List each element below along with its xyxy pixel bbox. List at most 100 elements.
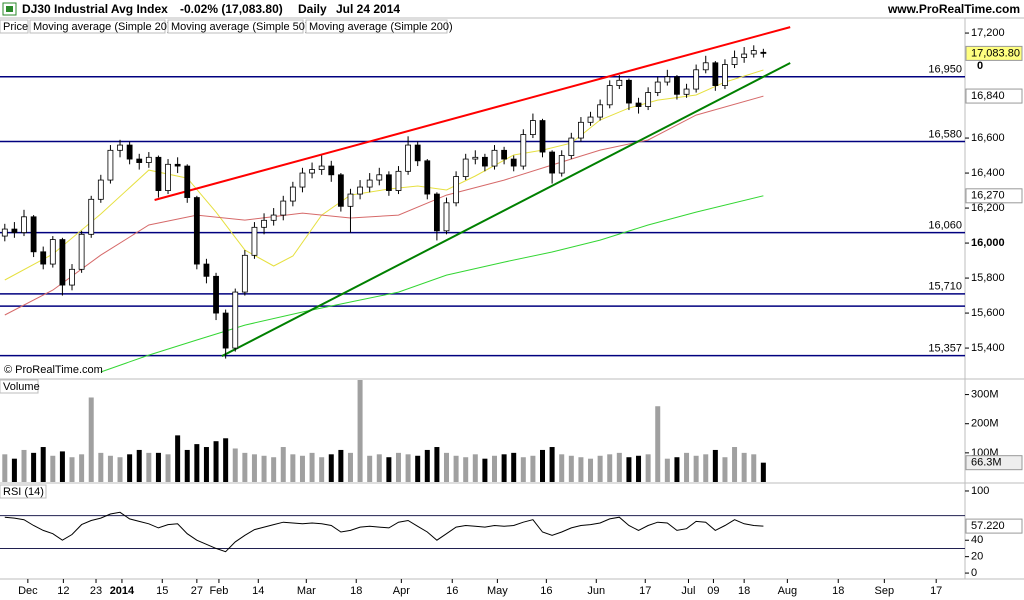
candle-body: [203, 263, 210, 277]
candle-body: [462, 158, 469, 177]
volume-bar: [443, 452, 449, 482]
y-tick-label: 20: [971, 551, 983, 563]
x-tick-label: 12: [57, 585, 69, 597]
volume-bar: [415, 455, 421, 482]
value-label: 16,840: [971, 90, 1005, 102]
candle-body: [11, 228, 18, 233]
volume-bar: [146, 452, 152, 482]
candle-body: [347, 193, 354, 207]
candle-body: [78, 233, 85, 270]
x-tick-label: Feb: [209, 585, 228, 597]
value-label: 66.3M: [971, 457, 1002, 469]
level-label: 16,060: [928, 219, 962, 231]
legend-box: [0, 484, 47, 499]
candle-body: [136, 158, 143, 163]
candle-body: [261, 219, 267, 228]
candle-body: [530, 120, 536, 135]
volume-bar: [664, 458, 670, 482]
price-plot: 16,950 16,580 16,060 15,710 15,357: [0, 26, 965, 373]
volume-bar: [242, 452, 248, 482]
candle-body: [366, 179, 373, 188]
candle-body: [328, 165, 335, 176]
legend-box: [167, 19, 304, 34]
x-tick-label: 2014: [110, 585, 135, 597]
period: Daily: [298, 2, 327, 16]
candle-body: [654, 81, 661, 93]
x-tick-label: May: [487, 585, 508, 597]
candle-body: [626, 79, 632, 104]
candle-body: [270, 214, 277, 221]
volume-bar: [712, 449, 718, 482]
candle-body: [597, 104, 604, 118]
volume-bar: [559, 454, 565, 482]
legend-box: [0, 19, 29, 34]
volume-bar: [232, 448, 238, 482]
x-tick-label: 15: [156, 585, 168, 597]
candle-body: [405, 144, 411, 172]
value-label-box: [965, 88, 1023, 104]
volume-bar: [309, 452, 315, 482]
candle-body: [568, 137, 575, 156]
candle-body: [558, 155, 565, 174]
value-label-box: [965, 188, 1023, 204]
x-tick-label: 17: [930, 585, 942, 597]
x-tick-label: 17: [639, 585, 651, 597]
volume-bar: [395, 452, 401, 482]
candle-body: [289, 186, 296, 202]
volume-bar: [578, 457, 584, 482]
volume-bar: [50, 455, 56, 482]
volume-bar: [722, 457, 728, 482]
x-tick-label: 23: [90, 585, 102, 597]
volume-bar: [338, 449, 344, 482]
volume-bar: [511, 452, 517, 482]
volume-bar: [645, 454, 651, 482]
candle-body: [97, 179, 104, 200]
volume-bar: [760, 462, 766, 482]
candle-body: [222, 312, 229, 349]
level-label: 16,950: [928, 64, 962, 76]
candle-body: [683, 88, 690, 95]
volume-bar: [271, 457, 277, 482]
y-tick-label: 40: [971, 534, 983, 546]
volume-bar: [540, 449, 546, 482]
volume-bar: [21, 449, 27, 482]
volume-bar: [453, 455, 459, 482]
legend-label: Moving average (Simple 200): [309, 21, 453, 33]
candle-body: [712, 62, 719, 86]
candle-body: [424, 160, 431, 195]
volume-bar: [175, 435, 181, 482]
volume-bar: [59, 451, 65, 482]
value-label: 57.220: [971, 520, 1005, 532]
volume-bar: [434, 447, 440, 482]
x-tick-label: 16: [446, 585, 458, 597]
volume-bar: [530, 455, 536, 482]
candle-body: [165, 163, 171, 191]
x-tick-label: 16: [540, 585, 552, 597]
site-link[interactable]: www.ProRealTime.com: [887, 2, 1020, 16]
value-label: 16,270: [971, 190, 1005, 202]
candle-body: [193, 197, 200, 265]
volume-bar: [127, 454, 133, 482]
legend-label: Price: [3, 21, 28, 33]
candle-body: [443, 202, 450, 232]
volume-bar: [357, 380, 363, 482]
volume-bar: [424, 449, 430, 482]
volume-bar: [751, 454, 757, 482]
candle-body: [241, 254, 248, 293]
rsi-line: [4, 511, 764, 553]
x-tick-label: Apr: [393, 585, 410, 597]
value-label: 17,083.80: [971, 47, 1020, 59]
volume-bar: [319, 457, 325, 482]
candle-body: [760, 51, 767, 54]
candle-body: [702, 62, 709, 71]
volume-bar: [482, 458, 488, 482]
volume-bar: [703, 454, 709, 482]
trendline: [221, 62, 791, 357]
candle-body: [251, 226, 258, 256]
candle-body: [21, 216, 27, 233]
volume-bar: [636, 455, 642, 482]
candle-body: [472, 156, 479, 160]
date: Jul 24 2014: [336, 2, 400, 16]
